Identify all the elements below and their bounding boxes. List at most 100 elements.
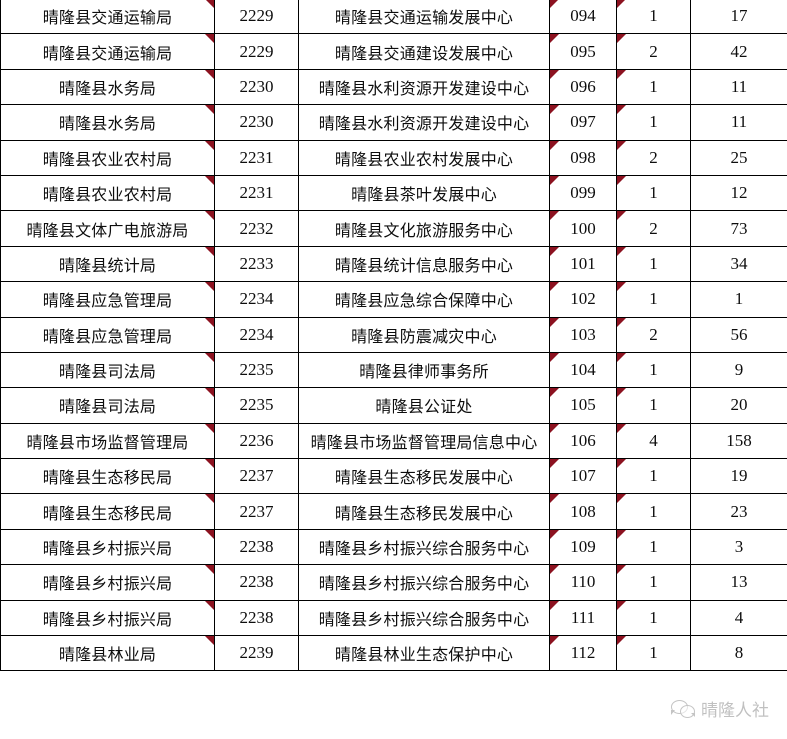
cell-posts[interactable]: 2 [616,316,691,353]
cell-no[interactable]: 106 [549,422,617,460]
cell-unit[interactable]: 晴隆县生态移民发展中心 [298,458,550,495]
cell-dept[interactable]: 晴隆县乡村振兴局 [0,564,215,601]
cell-unit[interactable]: 晴隆县乡村振兴综合服务中心 [298,564,550,601]
cell-dept[interactable]: 晴隆县应急管理局 [0,316,215,353]
cell-unit[interactable]: 晴隆县交通建设发展中心 [298,33,550,70]
cell-count[interactable]: 11 [690,104,787,141]
cell-code[interactable]: 2234 [214,316,299,353]
cell-code[interactable]: 2230 [214,68,299,106]
cell-unit[interactable]: 晴隆县乡村振兴综合服务中心 [298,599,550,637]
cell-count[interactable]: 4 [690,599,787,637]
cell-dept[interactable]: 晴隆县统计局 [0,245,215,283]
cell-posts[interactable]: 1 [616,0,691,35]
cell-dept[interactable]: 晴隆县农业农村局 [0,139,215,176]
cell-dept[interactable]: 晴隆县生态移民局 [0,458,215,495]
cell-posts[interactable]: 1 [616,635,691,672]
cell-unit[interactable]: 晴隆县律师事务所 [298,351,550,389]
cell-code[interactable]: 2233 [214,245,299,283]
cell-code[interactable]: 2235 [214,351,299,389]
cell-count[interactable]: 42 [690,33,787,70]
cell-dept[interactable]: 晴隆县文体广电旅游局 [0,210,215,247]
cell-unit[interactable]: 晴隆县农业农村发展中心 [298,139,550,176]
cell-code[interactable]: 2230 [214,104,299,141]
cell-unit[interactable]: 晴隆县统计信息服务中心 [298,245,550,283]
cell-no[interactable]: 108 [549,493,617,530]
cell-count[interactable]: 13 [690,564,787,601]
cell-dept[interactable]: 晴隆县乡村振兴局 [0,599,215,637]
cell-count[interactable]: 12 [690,174,787,212]
cell-unit[interactable]: 晴隆县交通运输发展中心 [298,0,550,35]
cell-count[interactable]: 25 [690,139,787,176]
cell-posts[interactable]: 1 [616,528,691,566]
cell-posts[interactable]: 1 [616,599,691,637]
cell-unit[interactable]: 晴隆县市场监督管理局信息中心 [298,422,550,460]
cell-code[interactable]: 2238 [214,599,299,637]
cell-unit[interactable]: 晴隆县水利资源开发建设中心 [298,68,550,106]
cell-posts[interactable]: 1 [616,68,691,106]
cell-count[interactable]: 23 [690,493,787,530]
cell-count[interactable]: 19 [690,458,787,495]
cell-code[interactable]: 2231 [214,139,299,176]
cell-no[interactable]: 095 [549,33,617,70]
cell-count[interactable]: 56 [690,316,787,353]
cell-unit[interactable]: 晴隆县林业生态保护中心 [298,635,550,672]
cell-unit[interactable]: 晴隆县防震减灾中心 [298,316,550,353]
cell-dept[interactable]: 晴隆县乡村振兴局 [0,528,215,566]
cell-no[interactable]: 099 [549,174,617,212]
cell-no[interactable]: 098 [549,139,617,176]
cell-code[interactable]: 2238 [214,528,299,566]
cell-dept[interactable]: 晴隆县市场监督管理局 [0,422,215,460]
cell-posts[interactable]: 1 [616,387,691,424]
cell-no[interactable]: 100 [549,210,617,247]
cell-code[interactable]: 2237 [214,458,299,495]
cell-code[interactable]: 2235 [214,387,299,424]
cell-posts[interactable]: 1 [616,245,691,283]
cell-code[interactable]: 2232 [214,210,299,247]
cell-posts[interactable]: 4 [616,422,691,460]
cell-dept[interactable]: 晴隆县生态移民局 [0,493,215,530]
cell-no[interactable]: 109 [549,528,617,566]
cell-count[interactable]: 9 [690,351,787,389]
cell-count[interactable]: 3 [690,528,787,566]
cell-no[interactable]: 107 [549,458,617,495]
cell-code[interactable]: 2236 [214,422,299,460]
cell-code[interactable]: 2238 [214,564,299,601]
cell-dept[interactable]: 晴隆县交通运输局 [0,0,215,35]
cell-posts[interactable]: 2 [616,33,691,70]
cell-no[interactable]: 102 [549,281,617,318]
cell-code[interactable]: 2239 [214,635,299,672]
cell-posts[interactable]: 1 [616,351,691,389]
cell-code[interactable]: 2231 [214,174,299,212]
cell-posts[interactable]: 1 [616,104,691,141]
cell-code[interactable]: 2234 [214,281,299,318]
cell-code[interactable]: 2229 [214,0,299,35]
cell-dept[interactable]: 晴隆县水务局 [0,68,215,106]
cell-no[interactable]: 111 [549,599,617,637]
cell-unit[interactable]: 晴隆县应急综合保障中心 [298,281,550,318]
cell-code[interactable]: 2229 [214,33,299,70]
cell-unit[interactable]: 晴隆县文化旅游服务中心 [298,210,550,247]
cell-no[interactable]: 097 [549,104,617,141]
cell-dept[interactable]: 晴隆县司法局 [0,387,215,424]
cell-unit[interactable]: 晴隆县生态移民发展中心 [298,493,550,530]
cell-count[interactable]: 11 [690,68,787,106]
cell-no[interactable]: 105 [549,387,617,424]
cell-no[interactable]: 101 [549,245,617,283]
cell-dept[interactable]: 晴隆县司法局 [0,351,215,389]
cell-count[interactable]: 20 [690,387,787,424]
cell-no[interactable]: 103 [549,316,617,353]
cell-count[interactable]: 158 [690,422,787,460]
cell-count[interactable]: 34 [690,245,787,283]
cell-dept[interactable]: 晴隆县农业农村局 [0,174,215,212]
cell-dept[interactable]: 晴隆县水务局 [0,104,215,141]
cell-posts[interactable]: 2 [616,139,691,176]
cell-count[interactable]: 1 [690,281,787,318]
cell-dept[interactable]: 晴隆县交通运输局 [0,33,215,70]
cell-dept[interactable]: 晴隆县林业局 [0,635,215,672]
cell-no[interactable]: 096 [549,68,617,106]
cell-no[interactable]: 112 [549,635,617,672]
cell-no[interactable]: 104 [549,351,617,389]
cell-unit[interactable]: 晴隆县茶叶发展中心 [298,174,550,212]
cell-no[interactable]: 110 [549,564,617,601]
cell-posts[interactable]: 2 [616,210,691,247]
